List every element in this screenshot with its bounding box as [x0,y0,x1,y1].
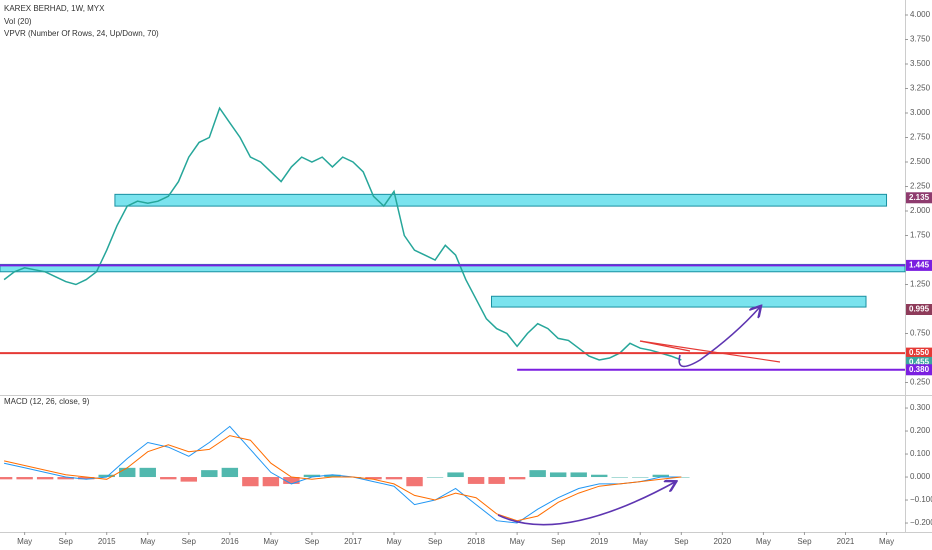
y-tick-label: 2.250 [910,182,931,191]
histogram-bar [139,467,156,478]
x-tick-label: May [386,537,401,546]
x-tick-label: 2020 [713,537,731,546]
x-tick-label: May [510,537,525,546]
y-tick-label: 3.000 [910,108,931,117]
x-tick-label: Sep [551,537,566,546]
y-tick-label: 1.750 [910,231,931,240]
level-label: 0.995 [909,305,930,314]
histogram-bar [221,467,239,478]
histogram-bar [283,477,300,484]
zone [114,193,888,207]
x-tick-label: Sep [674,537,689,546]
histogram-bar [160,477,177,480]
level-label-bg [906,303,932,315]
histogram-bar [365,477,382,480]
y-tick-label: 0.750 [910,329,931,338]
y-tick-label: −0.100 [910,495,932,504]
level-label: 1.445 [909,261,930,270]
x-tick-label: 2017 [344,537,362,546]
level-label-bg [906,192,932,204]
y-tick-label: 3.250 [910,84,931,93]
x-tick-label: May [879,537,894,546]
x-tick-label: May [263,537,278,546]
y-tick-label: 0.200 [910,426,931,435]
y-tick-label: 4.000 [910,10,931,19]
x-tick-label: 2015 [98,537,116,546]
level-label: 0.550 [909,348,930,357]
y-tick-label: 2.000 [910,206,931,215]
indicator-label: Vol (20) [4,17,32,26]
chart-title: KAREX BERHAD, 1W, MYX [4,4,105,13]
histogram-bar [385,477,403,480]
histogram-bar [611,477,628,478]
histogram-bar [570,472,587,478]
histogram-bar [529,470,546,478]
y-tick-label: 0.250 [910,378,931,387]
level-label: 2.135 [909,193,930,202]
y-tick-label: −0.200 [910,518,932,527]
x-tick-label: May [633,537,648,546]
x-tick-label: May [17,537,32,546]
level-label-bg [906,259,932,271]
x-tick-label: Sep [182,537,197,546]
histogram-bar [16,477,33,480]
price-line [3,106,682,361]
histogram-bar [467,477,485,484]
histogram-bar [36,477,54,480]
histogram-bar [447,472,464,478]
x-tick-label: 2019 [590,537,608,546]
histogram-bar [57,477,74,480]
x-tick-label: Sep [305,537,320,546]
histogram-bar [591,474,608,478]
histogram-bar [549,472,567,478]
histogram-bar [652,474,670,478]
y-tick-label: 2.750 [910,133,931,142]
histogram-bar [262,477,280,487]
y-tick-label: 3.500 [910,59,931,68]
histogram-bar [406,477,423,487]
histogram-bar [632,477,649,478]
y-tick-label: 0.000 [910,472,931,481]
histogram-bar [0,477,13,480]
y-tick-label: 1.250 [910,280,931,289]
level-label-bg [906,347,932,359]
y-tick-label: 2.500 [910,157,931,166]
histogram-bar [119,467,136,478]
x-tick-label: Sep [428,537,443,546]
y-tick-label: 0.300 [910,403,931,412]
x-tick-label: Sep [797,537,812,546]
indicator-label: MACD (12, 26, close, 9) [4,397,90,406]
level-label: 0.380 [909,365,930,374]
y-tick-label: 0.100 [910,449,931,458]
histogram-bar [180,477,198,482]
level-label: 0.455 [909,358,930,367]
histogram-bar [201,470,218,478]
x-tick-label: May [140,537,155,546]
zone [490,295,867,308]
histogram-bar [324,474,341,478]
histogram-bar [508,477,526,480]
x-tick-label: 2016 [221,537,239,546]
indicator-label: VPVR (Number Of Rows, 24, Up/Down, 70) [4,29,159,38]
level-label-bg [906,356,932,368]
histogram-bar [303,474,321,478]
x-tick-label: Sep [59,537,74,546]
histogram-bar [488,477,505,484]
level-label-bg [906,364,932,376]
x-tick-label: 2021 [837,537,855,546]
x-tick-label: 2018 [467,537,485,546]
y-tick-label: 3.750 [910,35,931,44]
histogram-bar [77,477,95,480]
histogram-bar [98,474,115,478]
histogram-bar [426,477,444,478]
histogram-bar [242,477,259,487]
x-tick-label: May [756,537,771,546]
